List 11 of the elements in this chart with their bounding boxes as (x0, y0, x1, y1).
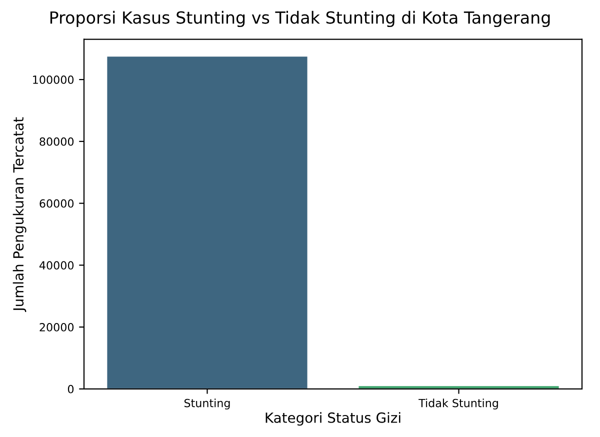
y-tick-label: 40000 (39, 261, 74, 270)
x-tick-label: Stunting (184, 398, 230, 410)
y-axis-title: Jumlah Pengukuran Tercatat (12, 117, 26, 312)
x-tick-label: Tidak Stunting (418, 398, 498, 410)
x-axis-title: Kategori Status Gizi (266, 412, 400, 426)
chart-title: Proporsi Kasus Stunting vs Tidak Stunting di Kota Tangerang (50, 10, 550, 28)
y-tick-label: 20000 (40, 323, 74, 332)
y-tick-label: 60000 (40, 199, 74, 208)
y-tick-label: 80000 (40, 137, 74, 146)
y-tick-label: 100000 (33, 76, 74, 84)
y-tick-label: 0 (68, 384, 74, 394)
